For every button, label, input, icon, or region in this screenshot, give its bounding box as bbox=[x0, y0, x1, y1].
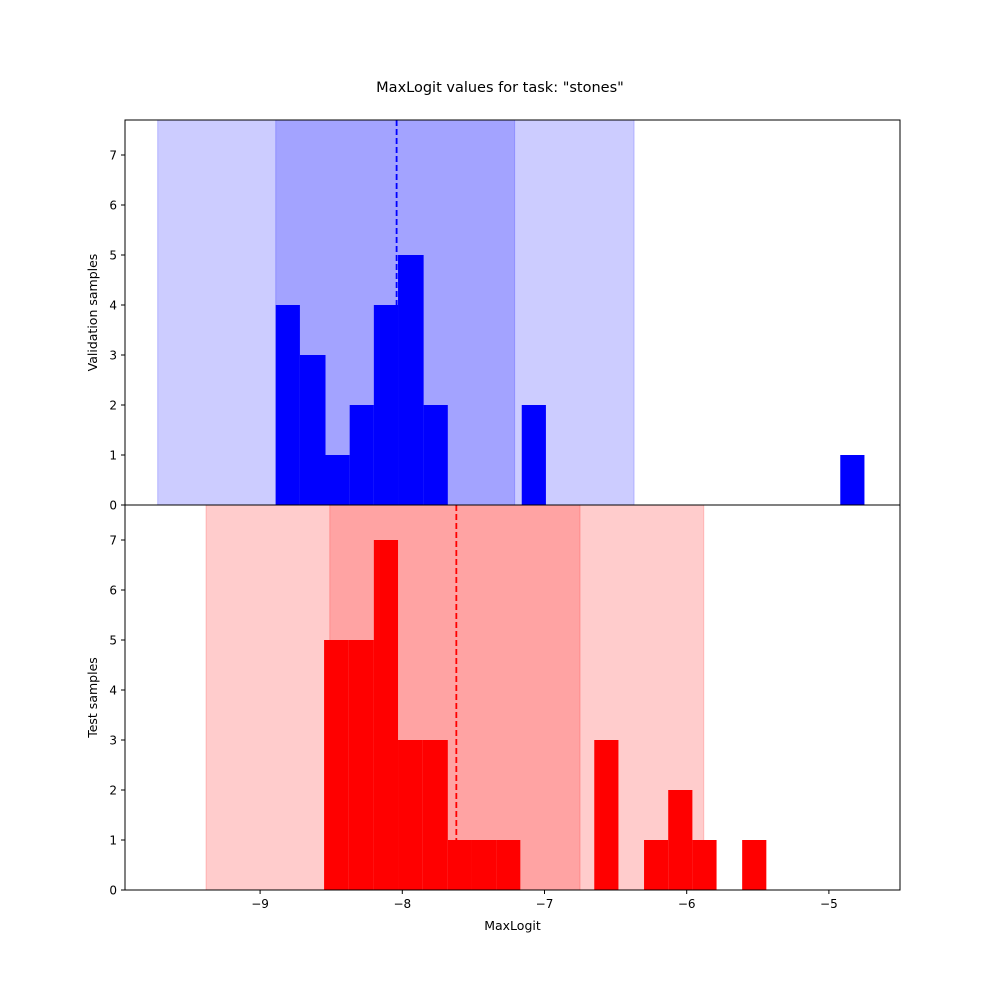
validation-bar-0 bbox=[275, 305, 300, 505]
validation-bar-8 bbox=[840, 455, 865, 505]
test-bar-10 bbox=[668, 790, 693, 890]
test-y-tick-label-4: 4 bbox=[109, 684, 117, 698]
validation-bar-2 bbox=[325, 455, 350, 505]
test-bar-7 bbox=[496, 840, 521, 890]
test-y-tick-label-1: 1 bbox=[109, 834, 117, 848]
test-bar-4 bbox=[422, 740, 448, 890]
test-bar-9 bbox=[644, 840, 669, 890]
validation-y-tick-label-5: 5 bbox=[109, 249, 117, 263]
validation-panel: 0 1 2 3 4 5 6 7 Validation samples bbox=[85, 119, 901, 513]
x-tick-label-4: −5 bbox=[820, 897, 838, 911]
validation-bar-1 bbox=[299, 355, 326, 505]
validation-bar-6 bbox=[423, 405, 448, 505]
test-bar-0 bbox=[324, 640, 349, 890]
validation-y-tick-label-4: 4 bbox=[109, 299, 117, 313]
x-tick-label-0: −9 bbox=[251, 897, 269, 911]
validation-bar-5 bbox=[398, 255, 424, 505]
test-bar-3 bbox=[398, 740, 423, 890]
test-bar-6 bbox=[471, 840, 497, 890]
test-y-tick-label-0: 0 bbox=[109, 884, 117, 898]
validation-y-tick-label-2: 2 bbox=[109, 399, 117, 413]
validation-y-axis-label: Validation samples bbox=[85, 254, 100, 372]
test-outer-band bbox=[205, 504, 705, 891]
validation-y-tick-label-1: 1 bbox=[109, 449, 117, 463]
test-bar-8 bbox=[594, 740, 619, 890]
test-y-axis-label: Test samples bbox=[85, 657, 100, 739]
test-axes-frame bbox=[124, 504, 901, 891]
x-tick-label-2: −7 bbox=[536, 897, 554, 911]
x-tick-label-3: −6 bbox=[678, 897, 696, 911]
test-y-tick-label-6: 6 bbox=[109, 584, 117, 598]
validation-y-tick-label-6: 6 bbox=[109, 199, 117, 213]
test-bar-12 bbox=[742, 840, 767, 890]
validation-bar-4 bbox=[373, 305, 399, 505]
test-bar-5 bbox=[447, 840, 472, 890]
test-bar-1 bbox=[348, 640, 374, 890]
chart-title: MaxLogit values for task: "stones" bbox=[376, 80, 624, 96]
test-y-tick-label-3: 3 bbox=[109, 734, 117, 748]
x-axis: −9 −8 −7 −6 −5 bbox=[251, 890, 838, 911]
x-axis-label: MaxLogit bbox=[484, 918, 541, 933]
validation-y-tick-label-0: 0 bbox=[109, 499, 117, 513]
x-tick-label-1: −8 bbox=[393, 897, 411, 911]
test-panel: 0 1 2 3 4 5 6 7 Test samples bbox=[85, 504, 901, 898]
test-y-tick-label-2: 2 bbox=[109, 784, 117, 798]
validation-y-tick-label-7: 7 bbox=[109, 149, 117, 163]
test-bar-11 bbox=[692, 840, 717, 890]
test-y-tick-label-5: 5 bbox=[109, 634, 117, 648]
test-y-tick-label-7: 7 bbox=[109, 534, 117, 548]
validation-bar-7 bbox=[521, 405, 546, 505]
validation-bar-3 bbox=[349, 405, 374, 505]
validation-y-tick-label-3: 3 bbox=[109, 349, 117, 363]
test-bar-2 bbox=[373, 540, 399, 890]
